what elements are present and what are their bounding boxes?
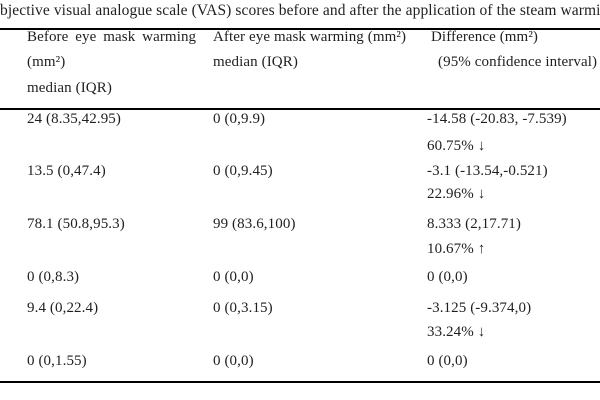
cell-r6-difference: 0 (0,0) bbox=[427, 353, 468, 369]
table-caption: bjective visual analogue scale (VAS) sco… bbox=[0, 2, 600, 19]
cell-r5-difference: -3.125 (-9.374,0) bbox=[427, 300, 532, 316]
cell-r3-before: 78.1 (50.8,95.3) bbox=[27, 216, 125, 232]
cell-r1-after: 0 (0,9.9) bbox=[213, 111, 266, 127]
cell-r4-before: 0 (0,8.3) bbox=[27, 269, 80, 285]
col-header-difference-line1: Difference (mm²) bbox=[431, 29, 539, 45]
cell-r5-before: 9.4 (0,22.4) bbox=[27, 300, 99, 316]
table-bottom-rule bbox=[0, 381, 600, 383]
cell-r1-before: 24 (8.35,42.95) bbox=[27, 111, 121, 127]
cell-r1-difference: -14.58 (-20.83, -7.539) bbox=[427, 111, 567, 127]
col-header-after-line1: After eye mask warming (mm²) bbox=[213, 29, 407, 45]
cell-r5-after: 0 (0,3.15) bbox=[213, 300, 273, 316]
table-header-rule bbox=[0, 108, 600, 110]
cell-r5-percent-change: 33.24% ↓ bbox=[427, 324, 486, 340]
col-header-before-line2: (mm²) bbox=[27, 54, 66, 70]
cell-r6-after: 0 (0,0) bbox=[213, 353, 254, 369]
cell-r3-difference: 8.333 (2,17.71) bbox=[427, 216, 521, 232]
cell-r2-after: 0 (0,9.45) bbox=[213, 163, 273, 179]
cell-r6-before: 0 (0,1.55) bbox=[27, 353, 87, 369]
cell-r3-percent-change: 10.67% ↑ bbox=[427, 241, 486, 257]
cell-r2-percent-change: 22.96% ↓ bbox=[427, 186, 486, 202]
col-header-before-line3: median (IQR) bbox=[27, 80, 112, 96]
cell-r3-after: 99 (83.6,100) bbox=[213, 216, 296, 232]
cell-r1-percent-change: 60.75% ↓ bbox=[427, 138, 486, 154]
table-top-rule bbox=[0, 28, 600, 30]
cell-r4-after: 0 (0,0) bbox=[213, 269, 254, 285]
cell-r2-difference: -3.1 (-13.54,-0.521) bbox=[427, 163, 548, 179]
cell-r4-difference: 0 (0,0) bbox=[427, 269, 468, 285]
col-header-before-line1: Before eye mask warming bbox=[27, 29, 197, 45]
col-header-difference-line2: (95% confidence interval) bbox=[438, 54, 598, 70]
col-header-after-line2: median (IQR) bbox=[213, 54, 298, 70]
cell-r2-before: 13.5 (0,47.4) bbox=[27, 163, 106, 179]
